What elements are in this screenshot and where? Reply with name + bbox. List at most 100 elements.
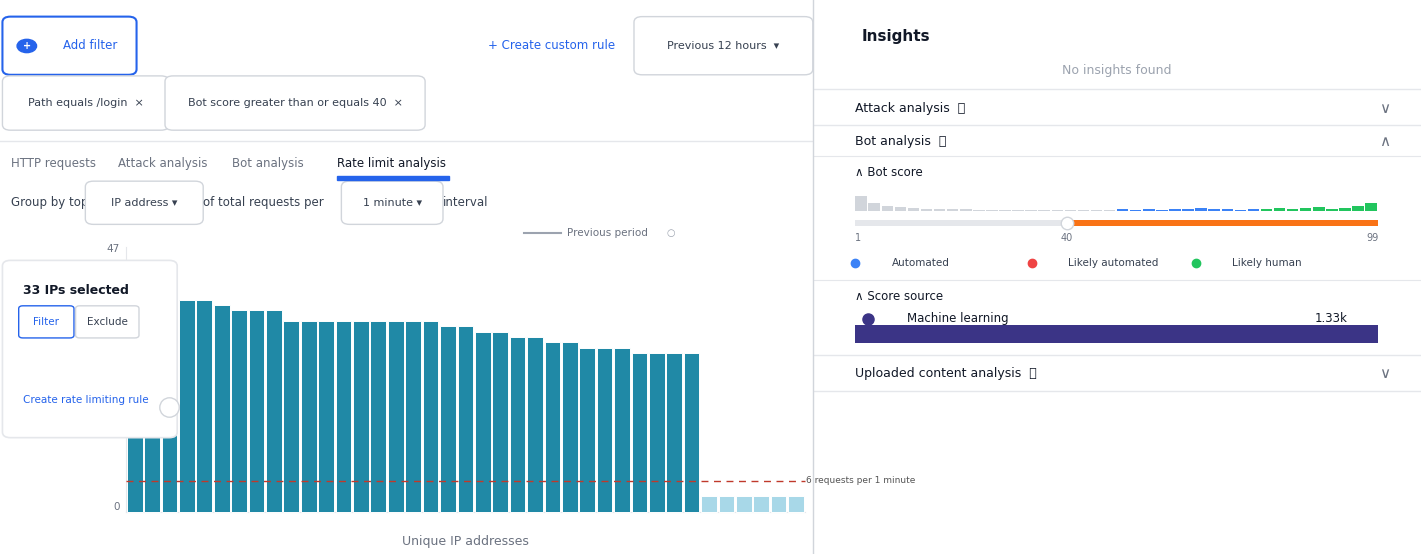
Bar xyxy=(1260,209,1272,211)
Bar xyxy=(441,326,456,512)
Text: 1.33k: 1.33k xyxy=(1316,312,1349,325)
Bar xyxy=(908,208,919,211)
Bar xyxy=(881,206,892,211)
Bar xyxy=(999,210,1010,211)
Bar xyxy=(631,353,647,512)
Bar xyxy=(855,325,1378,343)
Bar xyxy=(961,209,972,211)
Text: Rate limit analysis: Rate limit analysis xyxy=(337,157,446,170)
Bar xyxy=(145,289,161,512)
Bar xyxy=(770,496,786,512)
Bar xyxy=(753,496,769,512)
Text: of total requests per: of total requests per xyxy=(203,196,324,209)
Bar xyxy=(1326,208,1337,211)
Text: Previous period: Previous period xyxy=(567,228,648,238)
Bar xyxy=(666,353,682,512)
Bar xyxy=(318,321,334,512)
Text: 1 minute ▾: 1 minute ▾ xyxy=(362,198,422,208)
Bar xyxy=(266,310,281,512)
Bar xyxy=(1300,208,1312,211)
Text: +: + xyxy=(23,41,31,51)
FancyBboxPatch shape xyxy=(75,306,139,338)
Text: 40: 40 xyxy=(1060,233,1073,243)
Bar xyxy=(1039,210,1050,211)
Bar xyxy=(561,342,577,512)
Text: Previous 12 hours  ▾: Previous 12 hours ▾ xyxy=(668,41,780,51)
Bar xyxy=(162,300,178,512)
Bar xyxy=(544,342,560,512)
Bar xyxy=(868,203,880,211)
Bar xyxy=(736,496,752,512)
Text: ○: ○ xyxy=(666,228,675,238)
Bar xyxy=(1130,209,1141,211)
FancyBboxPatch shape xyxy=(3,76,169,130)
Text: HTTP requests: HTTP requests xyxy=(10,157,95,170)
Bar xyxy=(510,337,526,512)
Bar xyxy=(1235,209,1246,211)
Bar xyxy=(684,353,699,512)
Text: Likely automated: Likely automated xyxy=(1069,258,1158,268)
Bar xyxy=(986,210,998,211)
Bar xyxy=(1313,207,1324,211)
Bar xyxy=(1353,206,1364,211)
Bar xyxy=(701,496,716,512)
Bar xyxy=(855,220,1378,226)
Text: Insights: Insights xyxy=(861,28,931,44)
Bar xyxy=(527,337,543,512)
Text: 0: 0 xyxy=(114,502,119,512)
Bar xyxy=(1208,209,1221,211)
Bar xyxy=(895,207,907,211)
Bar xyxy=(1157,209,1168,211)
Text: Likely human: Likely human xyxy=(1232,258,1302,268)
Bar xyxy=(196,300,212,512)
Bar xyxy=(1248,209,1259,211)
Text: Bot score greater than or equals 40  ×: Bot score greater than or equals 40 × xyxy=(188,98,402,108)
Text: Create rate limiting rule: Create rate limiting rule xyxy=(23,395,148,405)
Bar xyxy=(335,321,351,512)
Bar xyxy=(855,196,867,211)
Text: Add filter: Add filter xyxy=(64,39,118,53)
Bar xyxy=(1182,209,1194,211)
Text: ∨: ∨ xyxy=(1380,366,1391,382)
Text: 1: 1 xyxy=(855,233,861,243)
Bar xyxy=(301,321,317,512)
Bar xyxy=(1091,210,1103,211)
Bar xyxy=(1064,210,1076,211)
Text: Attack analysis  ⓘ: Attack analysis ⓘ xyxy=(855,101,966,115)
Bar xyxy=(422,321,438,512)
Text: Machine learning: Machine learning xyxy=(907,312,1009,325)
Bar xyxy=(405,321,421,512)
Text: ∧ Bot score: ∧ Bot score xyxy=(855,166,924,179)
Bar xyxy=(232,310,247,512)
Bar xyxy=(475,332,490,512)
Text: Attack analysis: Attack analysis xyxy=(118,157,207,170)
Bar xyxy=(352,321,369,512)
FancyBboxPatch shape xyxy=(18,306,74,338)
Bar xyxy=(614,347,630,512)
Text: Unique IP addresses: Unique IP addresses xyxy=(402,535,529,548)
FancyBboxPatch shape xyxy=(165,76,425,130)
Bar xyxy=(492,332,507,512)
Text: + Create custom rule: + Create custom rule xyxy=(487,39,615,53)
Bar xyxy=(179,300,195,512)
Text: ∧: ∧ xyxy=(1380,134,1391,149)
Text: 6 requests per 1 minute: 6 requests per 1 minute xyxy=(806,476,915,485)
Text: Automated: Automated xyxy=(892,258,949,268)
Bar xyxy=(1117,209,1128,211)
Bar xyxy=(126,263,142,512)
Text: IP address ▾: IP address ▾ xyxy=(111,198,178,208)
Text: Path equals /login  ×: Path equals /login × xyxy=(28,98,144,108)
Bar xyxy=(215,305,230,512)
Text: Uploaded content analysis  ⓘ: Uploaded content analysis ⓘ xyxy=(855,367,1037,381)
Bar xyxy=(1169,209,1181,211)
Bar xyxy=(1052,210,1063,211)
Text: Group by top: Group by top xyxy=(10,196,88,209)
Text: 47: 47 xyxy=(107,244,119,254)
Bar xyxy=(934,209,945,211)
Bar xyxy=(580,347,595,512)
Bar xyxy=(1339,208,1351,211)
Bar xyxy=(789,496,804,512)
Text: Bot analysis  ⓘ: Bot analysis ⓘ xyxy=(855,135,946,148)
Bar xyxy=(1195,208,1206,211)
Bar xyxy=(1222,208,1233,211)
